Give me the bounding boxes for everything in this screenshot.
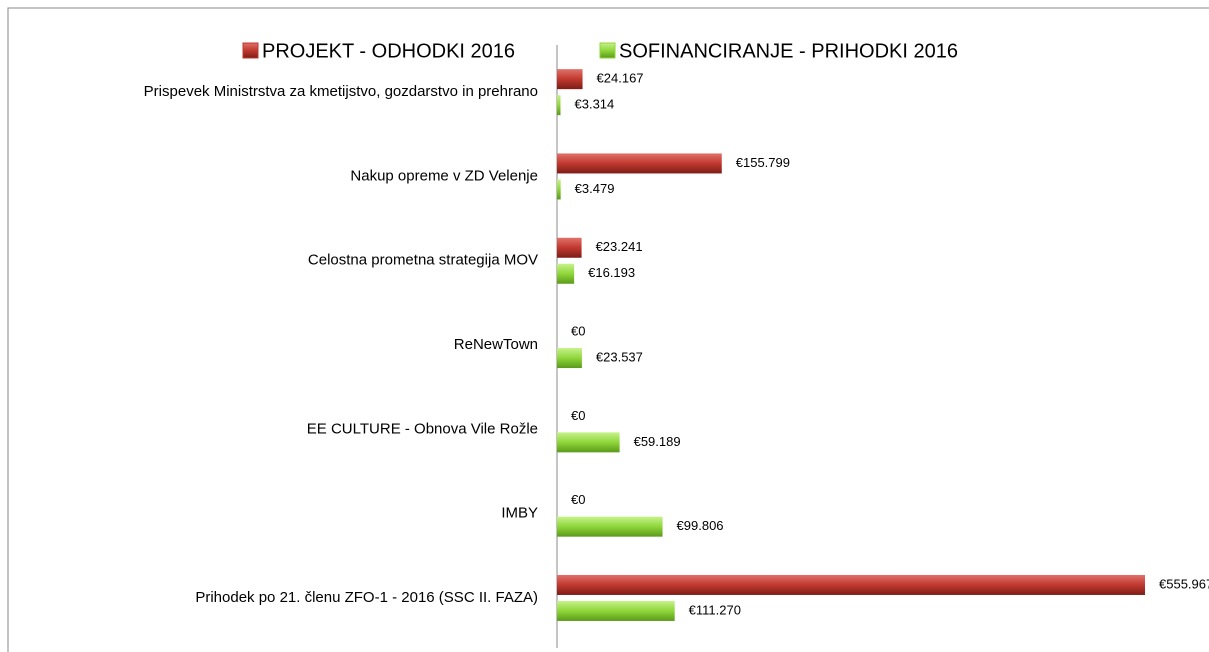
bar <box>557 574 1145 595</box>
value-label: €99.806 <box>677 518 724 533</box>
value-label: €111.270 <box>689 602 741 617</box>
bar <box>557 432 620 453</box>
bar <box>557 348 582 369</box>
category-label: EE CULTURE - Obnova Vile Rožle <box>307 420 538 437</box>
bar <box>557 516 663 537</box>
bar <box>557 179 561 200</box>
category-label: ReNewTown <box>454 336 538 353</box>
value-label: €23.241 <box>596 239 643 254</box>
category-label: Celostna prometna strategija MOV <box>308 252 538 269</box>
value-label: €155.799 <box>736 155 790 170</box>
category-label: Prispevek Ministrstva za kmetijstvo, goz… <box>144 83 538 100</box>
bar <box>557 600 675 621</box>
value-label: €555.967 <box>1159 576 1209 591</box>
legend-label: PROJEKT - ODHODKI 2016 <box>262 40 515 62</box>
legend-swatch <box>242 42 259 59</box>
category-label: Nakup opreme v ZD Velenje <box>350 167 538 184</box>
bar <box>557 153 722 174</box>
value-label: €59.189 <box>634 434 681 449</box>
value-label: €0 <box>571 408 585 423</box>
value-label: €0 <box>571 492 585 507</box>
value-label: €23.537 <box>596 349 643 364</box>
bar <box>557 95 561 116</box>
value-label: €16.193 <box>588 265 635 280</box>
category-label: Prihodek po 21. členu ZFO-1 - 2016 (SSC … <box>195 589 538 606</box>
bar <box>557 237 582 258</box>
value-label: €24.167 <box>597 71 644 86</box>
bar <box>557 69 583 90</box>
frame <box>7 7 1209 652</box>
category-label: IMBY <box>501 505 538 522</box>
value-label: €0 <box>571 323 585 338</box>
legend-swatch <box>599 42 616 59</box>
value-label: €3.314 <box>575 97 615 112</box>
value-label: €3.479 <box>575 181 615 196</box>
bar <box>557 263 575 284</box>
legend-label: SOFINANCIRANJE - PRIHODKI 2016 <box>619 40 958 62</box>
